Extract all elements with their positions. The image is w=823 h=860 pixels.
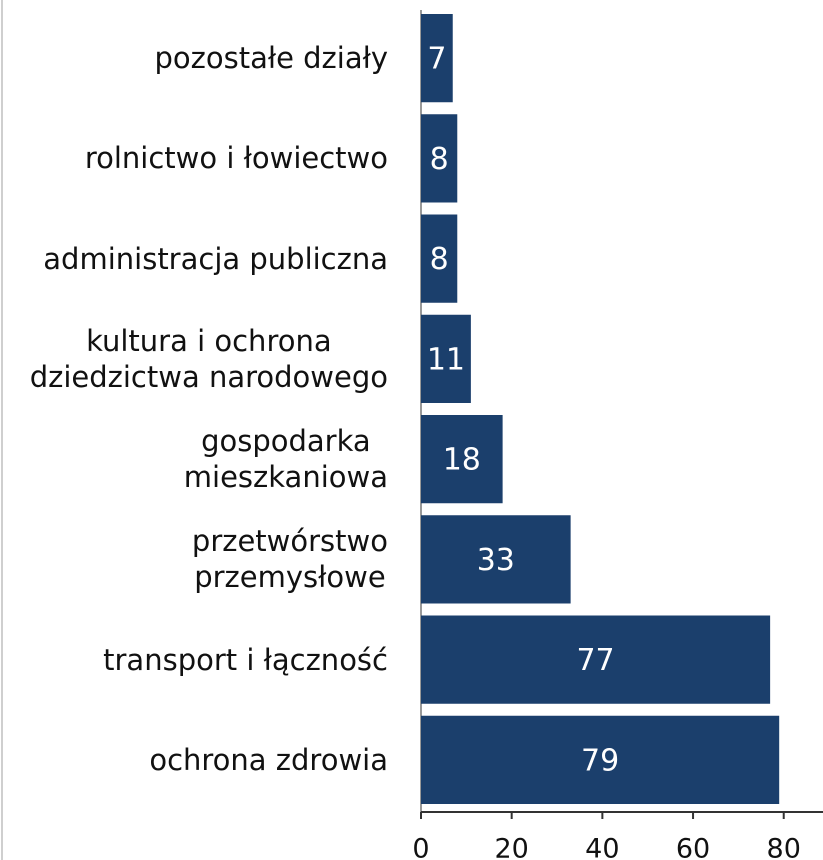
category-label: pozostałe działy [154, 41, 388, 76]
category-label-box: transport i łączność [103, 616, 388, 704]
x-tick-label: 20 [495, 834, 529, 860]
category-label: przetwórstwo przemysłowe [191, 524, 388, 595]
value-label: 8 [430, 142, 449, 177]
category-label: gospodarka mieszkaniowa [183, 424, 388, 495]
category-label-box: administracja publiczna [43, 215, 388, 303]
bar [421, 415, 503, 504]
bar [421, 314, 471, 403]
value-label: 8 [430, 242, 449, 277]
category-label-box: pozostałe działy [154, 14, 388, 102]
value-label: 33 [477, 543, 515, 578]
value-label: 77 [576, 643, 614, 678]
x-tick-label: 60 [676, 834, 710, 860]
category-label: ochrona zdrowia [149, 742, 388, 777]
bar [421, 114, 458, 203]
bar [421, 615, 771, 704]
x-tick-label: 80 [767, 834, 801, 860]
value-label: 79 [581, 743, 619, 778]
value-label: 11 [427, 342, 465, 377]
category-label-box: gospodarka mieszkaniowa [184, 415, 388, 503]
category-label: rolnictwo i łowiectwo [84, 141, 388, 176]
bar [421, 515, 571, 604]
category-label: kultura i ochrona dziedzictwa narodowego [29, 323, 388, 394]
category-label-box: kultura i ochrona dziedzictwa narodowego [30, 315, 388, 403]
category-label-box: rolnictwo i łowiectwo [85, 114, 388, 202]
value-label: 18 [443, 443, 481, 478]
category-label-box: przetwórstwo przemysłowe [192, 515, 388, 603]
value-label: 7 [427, 42, 446, 77]
bar [421, 214, 458, 303]
category-label: administracja publiczna [43, 241, 388, 276]
bar [421, 14, 453, 103]
x-tick-label: 40 [585, 834, 619, 860]
category-label: transport i łączność [103, 642, 388, 677]
bar [421, 715, 780, 804]
x-tick-label: 0 [412, 834, 429, 860]
category-label-box: ochrona zdrowia [149, 716, 388, 804]
